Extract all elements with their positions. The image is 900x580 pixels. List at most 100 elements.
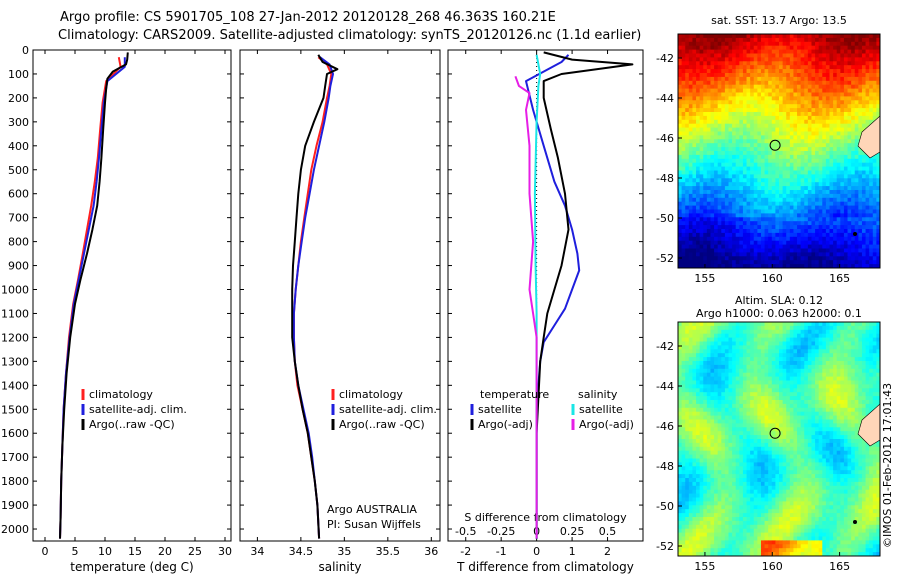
map-cell xyxy=(865,392,870,397)
y-tick-label: 1600 xyxy=(1,427,29,440)
map-cell xyxy=(840,135,845,140)
map-cell xyxy=(721,217,726,222)
map-cell xyxy=(688,123,693,128)
map-cell xyxy=(714,411,719,416)
map-cell xyxy=(742,115,747,121)
map-cell xyxy=(739,131,744,136)
map-cell xyxy=(746,127,751,132)
map-cell xyxy=(779,232,784,238)
map-cell xyxy=(782,221,787,226)
map-cell xyxy=(750,376,755,381)
map-cell xyxy=(699,147,704,152)
map-cell xyxy=(847,400,852,405)
map-cell xyxy=(696,380,701,385)
map-cell xyxy=(793,45,798,50)
map-cell xyxy=(782,49,787,54)
map-cell xyxy=(710,49,715,54)
map-cell xyxy=(822,248,827,253)
map-cell xyxy=(847,380,852,385)
map-cell xyxy=(681,115,686,121)
map-cell xyxy=(750,37,755,43)
map-cell xyxy=(865,388,870,393)
map-cell xyxy=(782,368,787,374)
map-cell xyxy=(764,73,769,78)
map-cell xyxy=(706,49,711,54)
map-cell xyxy=(786,158,791,164)
map-cell xyxy=(861,400,866,405)
map-cell xyxy=(678,186,683,191)
map-cell xyxy=(750,411,755,416)
map-cell xyxy=(735,221,740,226)
map-cell xyxy=(876,73,881,78)
map-cell xyxy=(714,380,719,385)
map-cell xyxy=(742,193,747,199)
map-cell xyxy=(854,190,859,195)
map-cell xyxy=(786,131,791,136)
map-cell xyxy=(807,108,812,113)
map-cell xyxy=(869,49,874,54)
map-cell xyxy=(836,361,841,366)
map-cell xyxy=(779,341,784,346)
map-cell xyxy=(764,49,769,54)
map-cell xyxy=(696,84,701,89)
map-cell xyxy=(678,380,683,385)
map-cell xyxy=(822,154,827,160)
map-cell xyxy=(829,76,834,82)
map-cell xyxy=(678,392,683,397)
map-cell xyxy=(843,61,848,66)
map-cell xyxy=(858,108,863,113)
map-cell xyxy=(728,186,733,191)
map-cell xyxy=(843,349,848,354)
map-cell xyxy=(768,252,773,257)
map-cell xyxy=(732,256,737,261)
map-cell xyxy=(750,256,755,261)
map-cell xyxy=(681,154,686,160)
map-cell xyxy=(811,248,816,253)
map-cell xyxy=(764,240,769,245)
map-cell xyxy=(858,61,863,66)
map-cell xyxy=(851,240,856,245)
map-cell xyxy=(833,186,838,191)
map-cell xyxy=(793,190,798,195)
map-cell xyxy=(760,49,765,54)
map-cell xyxy=(728,135,733,140)
map-cell xyxy=(779,193,784,199)
map-cell xyxy=(800,337,805,342)
map-cell xyxy=(840,322,845,327)
map-cell xyxy=(735,162,740,167)
map-cell xyxy=(764,205,769,210)
map-cell xyxy=(717,217,722,222)
map-cell xyxy=(724,76,729,82)
map-cell xyxy=(710,232,715,238)
map-cell xyxy=(775,213,780,218)
map-cell xyxy=(876,213,881,218)
map-cell xyxy=(696,256,701,261)
map-cell xyxy=(804,182,809,187)
map-cell xyxy=(750,119,755,125)
map-cell xyxy=(696,34,701,39)
map-cell xyxy=(829,190,834,195)
y-tick-label: 700 xyxy=(8,212,29,225)
map-cell xyxy=(764,147,769,152)
map-cell xyxy=(782,329,787,335)
map-cell xyxy=(735,41,740,47)
map-cell xyxy=(696,108,701,113)
map-cell xyxy=(847,213,852,218)
map-cell xyxy=(678,170,683,175)
map-cell xyxy=(775,232,780,238)
map-cell xyxy=(854,119,859,125)
map-cell xyxy=(714,166,719,171)
map-cell xyxy=(750,41,755,47)
map-cell xyxy=(685,252,690,257)
map-cell xyxy=(786,372,791,377)
map-cell xyxy=(721,154,726,160)
map-cell xyxy=(721,158,726,164)
map-cell xyxy=(865,112,870,117)
map-cell xyxy=(764,37,769,43)
map-cell xyxy=(851,221,856,226)
map-cell xyxy=(840,182,845,187)
map-cell xyxy=(768,240,773,245)
map-cell xyxy=(786,256,791,261)
map-cell xyxy=(847,376,852,381)
map-cell xyxy=(742,380,747,385)
